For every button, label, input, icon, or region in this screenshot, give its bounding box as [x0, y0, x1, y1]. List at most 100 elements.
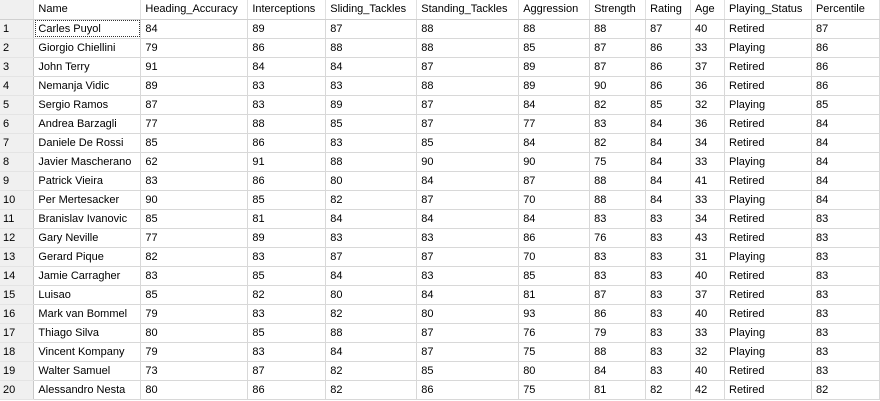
row-number[interactable]: 12 [0, 228, 34, 247]
cell-sliding-tackles[interactable]: 84 [326, 342, 417, 361]
table-row[interactable]: 8 Javier Mascherano 62 91 88 90 90 75 84 33 Playin… [0, 152, 880, 171]
cell-rating[interactable]: 83 [646, 361, 691, 380]
cell-age[interactable]: 36 [691, 114, 725, 133]
row-number[interactable]: 11 [0, 209, 34, 228]
col-header-percentile[interactable]: Percentile [811, 0, 879, 19]
cell-rating[interactable]: 83 [646, 304, 691, 323]
row-number[interactable]: 16 [0, 304, 34, 323]
cell-sliding-tackles[interactable]: 83 [326, 76, 417, 95]
cell-sliding-tackles[interactable]: 88 [326, 152, 417, 171]
cell-percentile[interactable]: 87 [811, 19, 879, 38]
table-row[interactable]: 11 Branislav Ivanovic 85 81 84 84 84 83 83 34 Reti… [0, 209, 880, 228]
cell-heading-accuracy[interactable]: 62 [141, 152, 248, 171]
cell-percentile[interactable]: 83 [811, 342, 879, 361]
cell-age[interactable]: 34 [691, 133, 725, 152]
table-row[interactable]: 7 Daniele De Rossi 85 86 83 85 84 82 84 34 Retired… [0, 133, 880, 152]
row-number[interactable]: 10 [0, 190, 34, 209]
cell-rating[interactable]: 86 [646, 76, 691, 95]
cell-sliding-tackles[interactable]: 82 [326, 380, 417, 399]
cell-rating[interactable]: 84 [646, 152, 691, 171]
cell-name[interactable]: Jamie Carragher [34, 266, 141, 285]
cell-interceptions[interactable]: 86 [248, 171, 326, 190]
cell-aggression[interactable]: 70 [519, 247, 590, 266]
row-number[interactable]: 13 [0, 247, 34, 266]
cell-name[interactable]: Vincent Kompany [34, 342, 141, 361]
col-header-aggression[interactable]: Aggression [519, 0, 590, 19]
cell-playing-status[interactable]: Retired [725, 19, 812, 38]
cell-sliding-tackles[interactable]: 82 [326, 190, 417, 209]
cell-name[interactable]: Per Mertesacker [34, 190, 141, 209]
cell-strength[interactable]: 83 [590, 209, 646, 228]
cell-strength[interactable]: 79 [590, 323, 646, 342]
row-number[interactable]: 3 [0, 57, 34, 76]
col-header-sliding-tackles[interactable]: Sliding_Tackles [326, 0, 417, 19]
table-row[interactable]: 20 Alessandro Nesta 80 86 82 86 75 81 82 42 Retire… [0, 380, 880, 399]
cell-aggression[interactable]: 84 [519, 209, 590, 228]
cell-strength[interactable]: 87 [590, 57, 646, 76]
table-row[interactable]: 1 Carles Puyol 84 89 87 88 88 88 87 40 Retired 87 [0, 19, 880, 38]
cell-interceptions[interactable]: 85 [248, 323, 326, 342]
cell-rating[interactable]: 84 [646, 114, 691, 133]
cell-rating[interactable]: 83 [646, 228, 691, 247]
row-number[interactable]: 18 [0, 342, 34, 361]
row-number[interactable]: 20 [0, 380, 34, 399]
cell-heading-accuracy[interactable]: 80 [141, 323, 248, 342]
cell-strength[interactable]: 88 [590, 342, 646, 361]
cell-standing-tackles[interactable]: 87 [417, 190, 519, 209]
cell-heading-accuracy[interactable]: 79 [141, 342, 248, 361]
table-row[interactable]: 9 Patrick Vieira 83 86 80 84 87 88 84 41 Retired 84 [0, 171, 880, 190]
cell-strength[interactable]: 88 [590, 171, 646, 190]
cell-standing-tackles[interactable]: 87 [417, 57, 519, 76]
cell-interceptions[interactable]: 83 [248, 247, 326, 266]
cell-aggression[interactable]: 86 [519, 228, 590, 247]
cell-interceptions[interactable]: 86 [248, 133, 326, 152]
cell-name[interactable]: Sergio Ramos [34, 95, 141, 114]
row-number[interactable]: 4 [0, 76, 34, 95]
cell-age[interactable]: 36 [691, 76, 725, 95]
cell-percentile[interactable]: 84 [811, 152, 879, 171]
cell-aggression[interactable]: 85 [519, 38, 590, 57]
cell-name[interactable]: Gerard Pique [34, 247, 141, 266]
cell-sliding-tackles[interactable]: 80 [326, 171, 417, 190]
cell-aggression[interactable]: 76 [519, 323, 590, 342]
cell-name[interactable]: Patrick Vieira [34, 171, 141, 190]
cell-heading-accuracy[interactable]: 85 [141, 209, 248, 228]
cell-aggression[interactable]: 84 [519, 133, 590, 152]
table-row[interactable]: 3 John Terry 91 84 84 87 89 87 86 37 Retired 86 [0, 57, 880, 76]
cell-rating[interactable]: 83 [646, 342, 691, 361]
cell-standing-tackles[interactable]: 87 [417, 323, 519, 342]
cell-aggression[interactable]: 90 [519, 152, 590, 171]
cell-percentile[interactable]: 86 [811, 38, 879, 57]
cell-aggression[interactable]: 70 [519, 190, 590, 209]
cell-heading-accuracy[interactable]: 79 [141, 38, 248, 57]
cell-interceptions[interactable]: 83 [248, 342, 326, 361]
cell-rating[interactable]: 83 [646, 323, 691, 342]
cell-heading-accuracy[interactable]: 77 [141, 228, 248, 247]
cell-rating[interactable]: 82 [646, 380, 691, 399]
cell-age[interactable]: 37 [691, 57, 725, 76]
cell-strength[interactable]: 82 [590, 95, 646, 114]
cell-percentile[interactable]: 82 [811, 380, 879, 399]
cell-aggression[interactable]: 75 [519, 342, 590, 361]
cell-standing-tackles[interactable]: 88 [417, 19, 519, 38]
cell-heading-accuracy[interactable]: 85 [141, 133, 248, 152]
cell-interceptions[interactable]: 89 [248, 228, 326, 247]
cell-playing-status[interactable]: Retired [725, 285, 812, 304]
cell-standing-tackles[interactable]: 85 [417, 361, 519, 380]
row-number[interactable]: 9 [0, 171, 34, 190]
cell-interceptions[interactable]: 86 [248, 380, 326, 399]
cell-strength[interactable]: 83 [590, 114, 646, 133]
row-number[interactable]: 6 [0, 114, 34, 133]
cell-percentile[interactable]: 83 [811, 247, 879, 266]
cell-name[interactable]: Thiago Silva [34, 323, 141, 342]
cell-strength[interactable]: 88 [590, 19, 646, 38]
cell-standing-tackles[interactable]: 87 [417, 342, 519, 361]
col-header-playing-status[interactable]: Playing_Status [725, 0, 812, 19]
cell-name[interactable]: Javier Mascherano [34, 152, 141, 171]
cell-interceptions[interactable]: 85 [248, 190, 326, 209]
cell-aggression[interactable]: 77 [519, 114, 590, 133]
cell-sliding-tackles[interactable]: 83 [326, 133, 417, 152]
cell-age[interactable]: 41 [691, 171, 725, 190]
cell-heading-accuracy[interactable]: 80 [141, 380, 248, 399]
row-number[interactable]: 2 [0, 38, 34, 57]
